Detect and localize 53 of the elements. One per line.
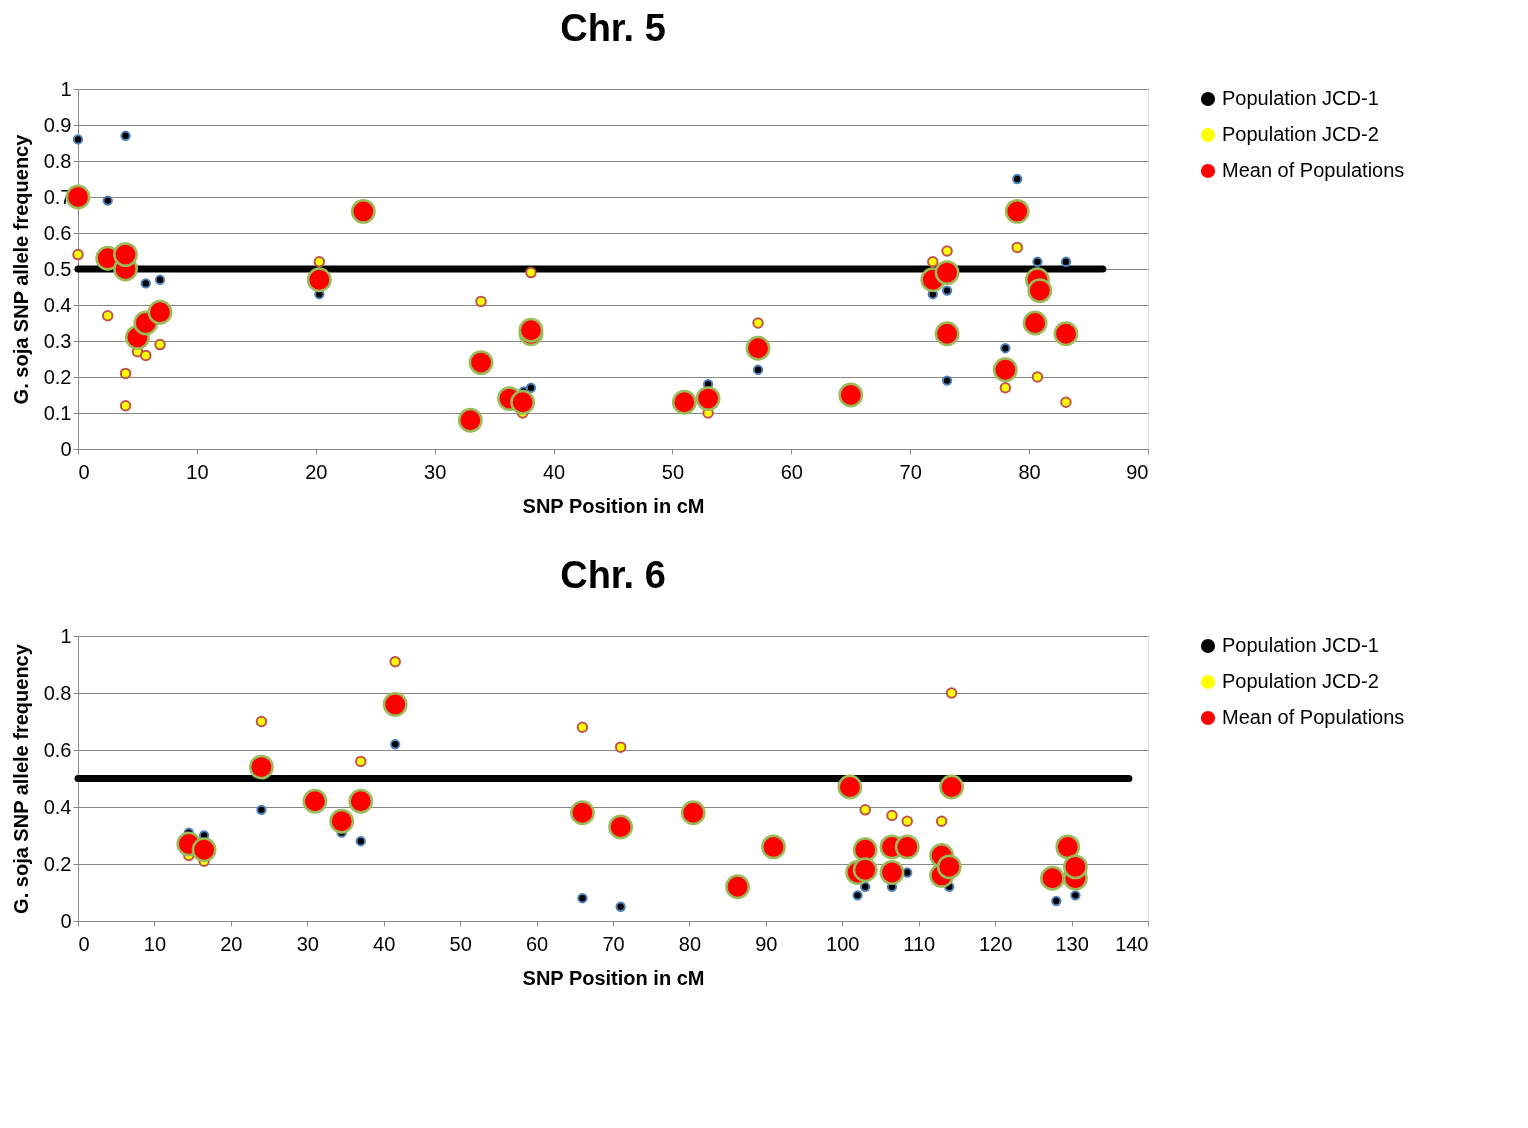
x-tick-label: 90 [1126, 460, 1149, 483]
chart-title: Chr. 5 [560, 7, 666, 49]
y-tick-label: 0.2 [43, 365, 72, 388]
x-tick-label: 60 [780, 460, 803, 483]
legend-label: Population JCD-2 [1222, 123, 1379, 145]
y-tick-label: 0.5 [43, 257, 72, 280]
x-tick-label: 100 [826, 932, 860, 955]
x-tick-label: 120 [978, 932, 1013, 955]
y-tick-label: 0.9 [43, 113, 72, 136]
x-tick-label: 50 [661, 460, 685, 483]
legend-label: Mean of Populations [1222, 706, 1405, 728]
y-axis-title: G. soja SNP allele frequency [9, 643, 32, 914]
x-tick-label: 140 [1115, 932, 1149, 955]
y-tick-label: 0.4 [43, 795, 72, 818]
x-tick-label: 110 [903, 932, 936, 955]
y-tick-label: 0.8 [43, 681, 72, 704]
chart-title: Chr. 6 [560, 554, 666, 596]
y-tick-label: 0.6 [43, 221, 72, 244]
legend-label: Mean of Populations [1222, 159, 1405, 181]
x-axis-title: SNP Position in cM [522, 966, 705, 989]
x-tick-label: 60 [525, 932, 549, 955]
y-tick-label: 0.4 [43, 293, 72, 316]
x-tick-label: 90 [755, 932, 778, 955]
y-tick-label: 1 [60, 624, 72, 647]
y-tick-label: 0.2 [43, 852, 72, 875]
x-tick-label: 10 [186, 460, 209, 483]
x-tick-label: 20 [305, 460, 328, 483]
x-tick-label: 20 [220, 932, 243, 955]
x-tick-label: 0 [78, 460, 90, 483]
y-tick-label: 0.1 [43, 401, 72, 424]
y-tick-label: 0.8 [43, 149, 72, 172]
x-tick-label: 40 [542, 460, 566, 483]
x-tick-label: 30 [296, 932, 319, 955]
legend-label: Population JCD-1 [1222, 634, 1379, 656]
x-tick-label: 0 [78, 932, 90, 955]
x-tick-label: 80 [678, 932, 702, 955]
y-tick-label: 0.3 [43, 329, 72, 352]
x-tick-label: 130 [1055, 932, 1089, 955]
legend-label: Population JCD-2 [1222, 670, 1379, 692]
x-tick-label: 40 [373, 932, 396, 955]
x-tick-label: 70 [899, 460, 922, 483]
y-tick-label: 0 [60, 909, 72, 932]
y-axis-title: G. soja SNP allele frequency [9, 133, 32, 405]
x-tick-label: 70 [602, 932, 625, 955]
x-tick-label: 30 [424, 460, 447, 483]
y-tick-label: 0 [60, 437, 72, 460]
legend-label: Population JCD-1 [1222, 87, 1379, 109]
x-axis-title: SNP Position in cM [522, 494, 705, 517]
x-tick-label: 80 [1018, 460, 1041, 483]
x-tick-label: 10 [143, 932, 167, 955]
x-tick-label: 50 [449, 932, 472, 955]
y-tick-label: 0.6 [43, 738, 72, 761]
y-tick-label: 1 [60, 77, 72, 100]
